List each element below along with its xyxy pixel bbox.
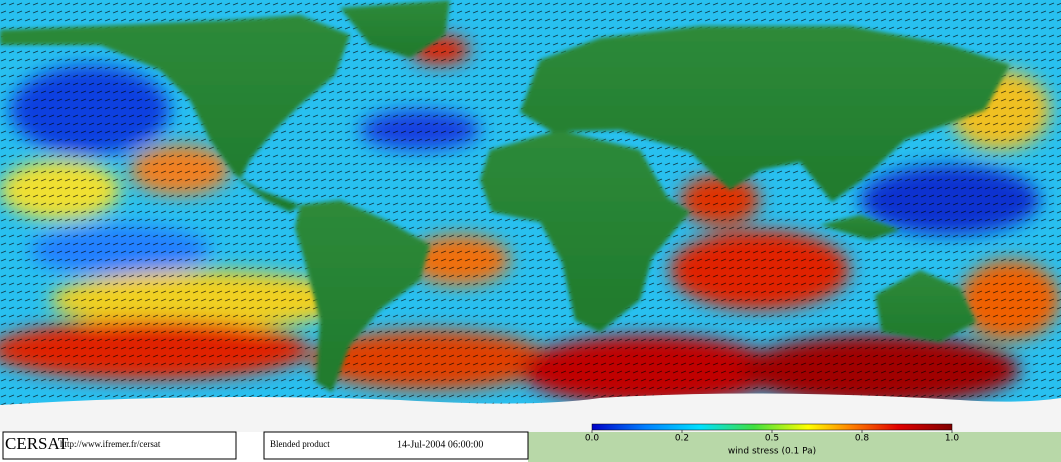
colorbar-tick-label: 0.2 [675,434,689,444]
colorbar-tick-label: 0.5 [765,434,779,444]
antarctica [0,393,1061,462]
url: http://www.ifremer.fr/cersat [60,439,161,449]
land [0,0,1010,392]
colorbar-tick-label: 0.0 [585,434,600,444]
timestamp: 14-Jul-2004 06:00:00 [397,439,483,450]
logo-box [2,431,237,460]
product: Blended product [270,439,330,449]
logo: CERSAT [5,434,69,453]
colorbar-tick-label: 1.0 [945,434,960,444]
colorbar-tick-label: 0.8 [855,434,870,444]
colorbar [591,423,953,431]
colorbar-label: wind stress (0.1 Pa) [728,447,816,457]
product-box [263,431,529,460]
